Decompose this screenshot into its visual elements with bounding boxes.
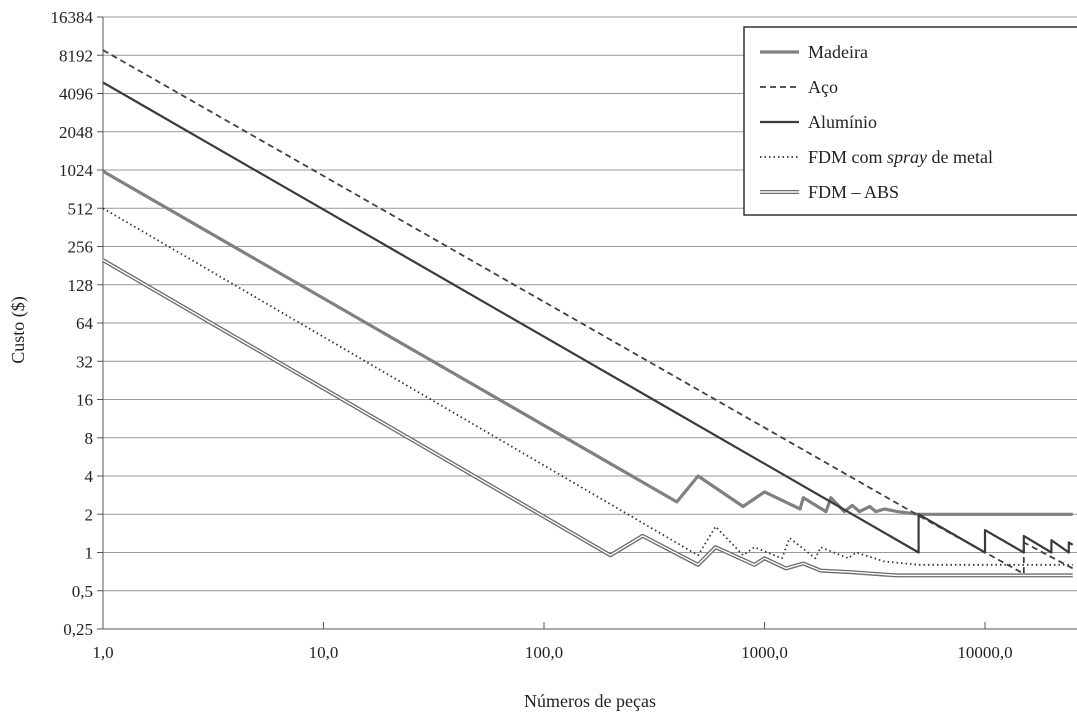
legend-item: Madeira	[760, 42, 868, 62]
legend-item: Alumínio	[760, 112, 877, 132]
x-axis-title: Números de peças	[524, 691, 656, 711]
series-4	[101, 258, 1073, 578]
y-tick-label: 4096	[59, 85, 93, 104]
legend-label: Alumínio	[808, 112, 877, 132]
series-line	[101, 258, 1073, 578]
y-tick-label: 0,5	[72, 582, 93, 601]
y-tick-label: 2048	[59, 123, 93, 142]
series-2	[102, 81, 1074, 554]
plot-area	[101, 49, 1074, 578]
legend-item: FDM – ABS	[760, 182, 899, 202]
y-tick-label: 64	[76, 314, 94, 333]
y-tick-label: 32	[76, 352, 93, 371]
y-tick-label: 0,25	[63, 620, 93, 639]
legend-box	[743, 26, 1077, 216]
legend-label: FDM com spray de metal	[808, 147, 993, 167]
x-tick-label: 1,0	[92, 643, 113, 662]
legend-label: FDM – ABS	[808, 182, 899, 202]
y-tick-label: 1	[85, 544, 94, 563]
y-tick-label: 4	[85, 467, 94, 486]
y-axis: 0,25 0,5 1 2 4 8 16 32 64 128 256 512 1024 2048 4096 81…	[51, 8, 104, 639]
legend-label: Madeira	[808, 42, 868, 62]
legend: Madeira Aço Alumínio FDM com spray de metal…	[743, 26, 1077, 216]
series-3	[102, 207, 1073, 566]
x-tick-label: 1000,0	[741, 643, 788, 662]
series-line	[102, 207, 1073, 566]
y-tick-label: 16384	[51, 8, 94, 27]
legend-item: Aço	[760, 77, 838, 97]
series-line	[102, 81, 1074, 554]
y-axis-title: Custo ($)	[8, 296, 29, 364]
y-tick-label: 256	[68, 238, 94, 257]
x-tick-label: 10000,0	[957, 643, 1012, 662]
y-tick-label: 512	[68, 199, 94, 218]
y-tick-label: 16	[76, 391, 93, 410]
y-tick-label: 128	[68, 276, 94, 295]
legend-label: Aço	[808, 77, 838, 97]
y-tick-label: 8	[85, 429, 94, 448]
x-tick-label: 10,0	[309, 643, 339, 662]
y-tick-label: 8192	[59, 46, 93, 65]
y-tick-label: 2	[85, 505, 94, 524]
y-tick-label: 1024	[59, 161, 94, 180]
x-axis: 1,0 10,0 100,0 1000,0 10000,0	[92, 622, 1077, 662]
x-tick-label: 100,0	[525, 643, 563, 662]
legend-item: FDM com spray de metal	[760, 147, 993, 167]
series-line	[102, 259, 1073, 577]
